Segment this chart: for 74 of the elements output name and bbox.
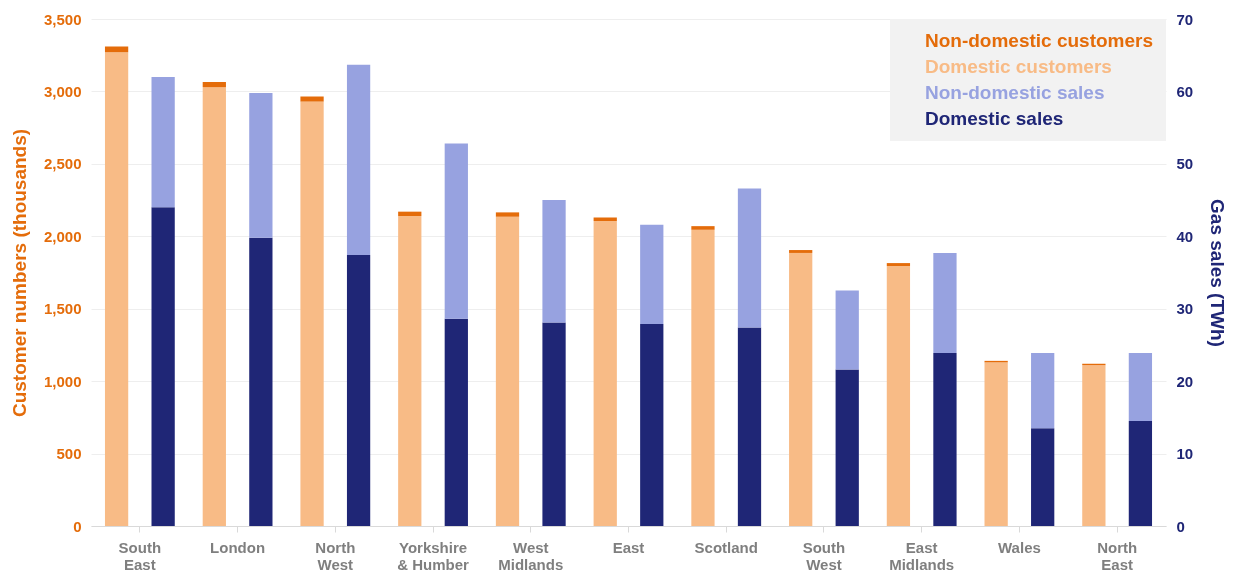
x-tick-label: Scotland (694, 538, 758, 556)
text: Non-domestic customers (925, 29, 1154, 51)
bar (346, 64, 371, 256)
bar (151, 76, 175, 208)
y-axis-title: Customer numbers (thousands) (8, 128, 30, 418)
bar (495, 212, 520, 217)
x-tick-label: Yorkshire & Humber (397, 538, 470, 573)
text: Domestic customers (925, 55, 1112, 77)
bar (1082, 365, 1106, 526)
x-tick-label: East Midlands (889, 538, 955, 573)
bar (1128, 352, 1153, 421)
bar (789, 252, 813, 526)
y-tick-label: 1,000 (43, 372, 82, 390)
bar (835, 369, 859, 526)
bar (691, 226, 715, 230)
bar (886, 265, 911, 526)
y2-tick-label: 20 (1176, 372, 1194, 390)
bar (737, 327, 762, 526)
bar (1031, 352, 1055, 429)
y2-tick-label: 0 (1176, 517, 1185, 535)
y2-axis-title: Gas sales (TWh) (1207, 199, 1229, 347)
bar (737, 188, 762, 328)
bar (151, 207, 175, 526)
y2-tick-label: 50 (1176, 155, 1194, 173)
x-tick-label: West Midlands (498, 538, 564, 573)
y-tick-label: 2,000 (43, 227, 82, 245)
text: Domestic sales (925, 107, 1064, 129)
bar (249, 237, 273, 526)
bar (933, 352, 957, 526)
x-tick-label: North East (1097, 538, 1138, 573)
y2-tick-label: 10 (1176, 445, 1194, 463)
bar (1128, 420, 1153, 526)
bar (346, 255, 371, 526)
bar (640, 224, 664, 324)
bar (984, 362, 1008, 526)
bar (593, 217, 617, 222)
bar (789, 250, 813, 253)
bar (104, 52, 129, 526)
bar (300, 101, 324, 526)
bar (640, 323, 664, 526)
bar (933, 252, 957, 353)
bar (249, 92, 273, 238)
x-tick-label: East (612, 538, 645, 556)
bar (444, 143, 468, 319)
bar (593, 221, 617, 526)
bar (835, 290, 859, 370)
x-tick-label: North West (315, 538, 356, 573)
bar (202, 87, 226, 526)
y-tick-label: 3,000 (43, 82, 82, 100)
y2-tick-label: 30 (1176, 300, 1194, 318)
bar (886, 263, 911, 266)
bar (300, 96, 324, 102)
x-tick-label: South East (118, 538, 162, 573)
x-tick-label: South West (802, 538, 846, 573)
bar (398, 216, 422, 526)
y-tick-label: 3,500 (43, 10, 82, 28)
y-tick-label: 500 (56, 445, 82, 463)
y2-tick-label: 70 (1176, 10, 1194, 28)
x-tick-label: Wales (998, 538, 1041, 556)
bar (202, 82, 226, 88)
y-tick-label: 1,500 (43, 300, 82, 318)
bar (495, 216, 520, 526)
y2-tick-label: 60 (1176, 82, 1194, 100)
bar (398, 211, 422, 217)
x-tick-label: London (210, 538, 266, 556)
text: Non-domestic sales (925, 81, 1105, 103)
bar (1031, 428, 1055, 526)
y2-tick-label: 40 (1176, 227, 1194, 245)
y-tick-label: 2,500 (43, 155, 82, 173)
bar (691, 229, 715, 526)
y-tick-label: 0 (73, 517, 82, 535)
bar (542, 200, 566, 323)
bar (444, 318, 468, 526)
bar (542, 322, 566, 526)
